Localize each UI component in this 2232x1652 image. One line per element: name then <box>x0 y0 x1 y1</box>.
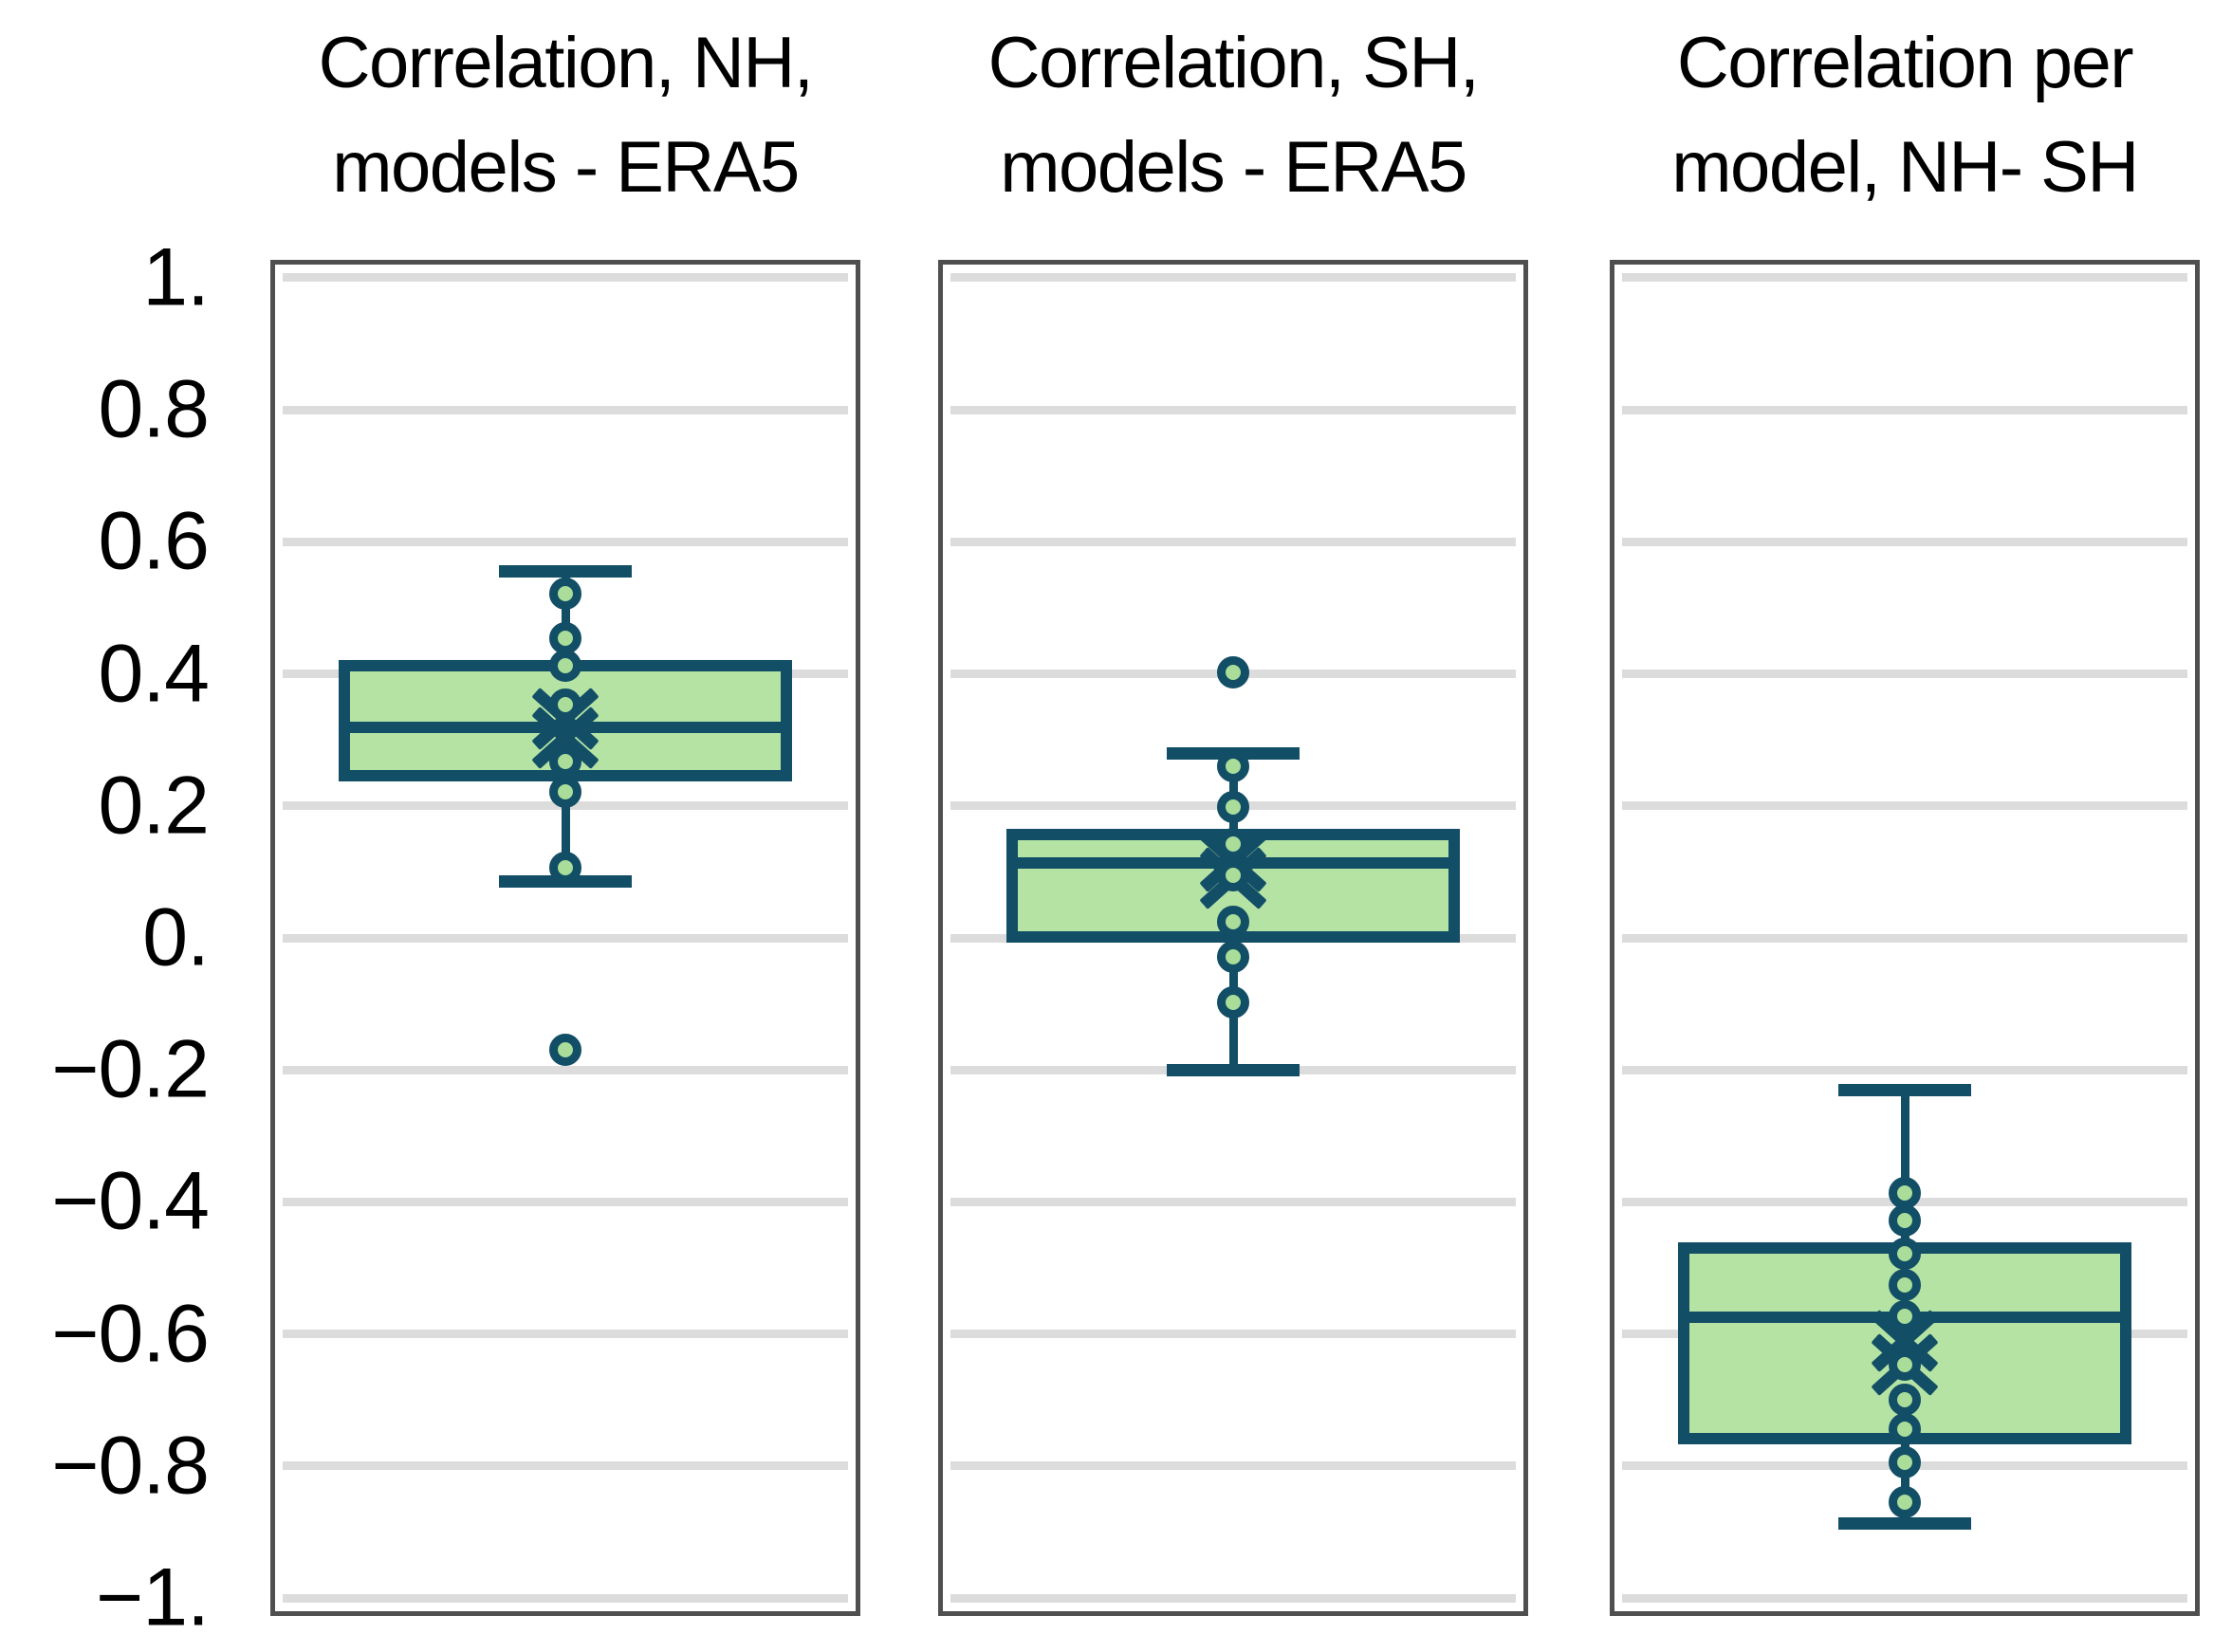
upper-whisker-cap <box>498 565 633 578</box>
model-data-point <box>1217 905 1249 938</box>
lower-whisker-line <box>561 775 570 882</box>
gridline <box>1622 933 2187 943</box>
gridline <box>1622 405 2187 414</box>
model-data-point <box>1889 1269 1921 1302</box>
panel-title-nh-line2: models - ERA5 <box>332 127 800 208</box>
model-data-point <box>1217 858 1249 891</box>
y-tick-label: −0.2 <box>51 1023 210 1115</box>
gridline <box>950 1330 1516 1339</box>
lower-whisker-line <box>1900 1438 1909 1524</box>
gridline <box>950 1197 1516 1206</box>
y-tick-label: −1. <box>96 1551 210 1643</box>
gridline <box>283 1065 848 1074</box>
gridline <box>283 933 848 943</box>
model-data-point <box>1889 1237 1921 1270</box>
gridline <box>950 405 1516 414</box>
lower-whisker-cap <box>1837 1516 1972 1530</box>
upper-whisker-cap <box>1837 1083 1972 1096</box>
model-data-point <box>1889 1485 1921 1518</box>
panel-title-permodel-line1: Correlation per <box>1676 23 2134 103</box>
panel-title-sh-line1: Correlation, SH, <box>987 23 1480 103</box>
gridline <box>1622 1065 2187 1074</box>
y-tick-label: −0.6 <box>51 1288 210 1380</box>
gridline <box>283 405 848 414</box>
gridline <box>1622 273 2187 283</box>
plot-area-sh <box>943 265 1523 1611</box>
y-tick-label: 0.2 <box>98 760 210 852</box>
gridline <box>1622 670 2187 679</box>
gridline <box>950 537 1516 546</box>
gridline <box>1622 537 2187 546</box>
gridline <box>283 537 848 546</box>
gridline <box>283 1593 848 1603</box>
gridline <box>950 1461 1516 1471</box>
model-data-point <box>1889 1445 1921 1478</box>
model-data-point <box>1217 827 1249 860</box>
gridline <box>1622 801 2187 811</box>
gridline <box>283 1461 848 1471</box>
y-tick-label: 0.8 <box>98 363 210 455</box>
model-data-point <box>549 577 581 610</box>
panel-permodel-nh-sh <box>1610 260 2200 1616</box>
model-data-point <box>1889 1412 1921 1445</box>
model-data-point <box>1889 1383 1921 1416</box>
panel-title-nh: Correlation, NH, models - ERA5 <box>270 11 860 220</box>
panel-title-sh-line2: models - ERA5 <box>1000 127 1467 208</box>
model-data-point <box>1217 750 1249 782</box>
plot-area-nh <box>275 265 856 1611</box>
model-data-point <box>1889 1348 1921 1381</box>
y-tick-label: 0. <box>142 891 210 983</box>
panel-title-permodel: Correlation per model, NH- SH <box>1610 11 2200 220</box>
y-tick-label: −0.8 <box>51 1420 210 1512</box>
panel-title-sh: Correlation, SH, models - ERA5 <box>938 11 1528 220</box>
model-data-point <box>1217 985 1249 1019</box>
upper-whisker-line <box>561 571 570 666</box>
plot-area-permodel <box>1614 265 2195 1611</box>
gridline <box>1622 1593 2187 1603</box>
model-data-point <box>1217 656 1249 689</box>
upper-whisker-line <box>1900 1090 1909 1249</box>
gridline <box>950 273 1516 283</box>
y-tick-label: −0.4 <box>51 1155 210 1247</box>
gridline <box>283 1197 848 1206</box>
panel-nh-models-era5 <box>270 260 860 1616</box>
panel-title-nh-line1: Correlation, NH, <box>318 23 814 103</box>
model-data-point <box>549 649 581 682</box>
y-axis: 1. 0.8 0.6 0.4 0.2 0. −0.2 −0.4 −0.6 −0.8 −1. <box>0 231 216 1643</box>
model-data-point <box>549 688 581 722</box>
panel-title-permodel-line2: model, NH- SH <box>1671 127 2139 208</box>
y-tick-label: 0.4 <box>98 628 210 720</box>
gridline <box>950 1593 1516 1603</box>
model-data-point <box>549 1033 581 1066</box>
y-tick-label: 1. <box>142 231 210 323</box>
gridline <box>283 1330 848 1339</box>
model-data-point <box>549 744 581 778</box>
panel-sh-models-era5 <box>938 260 1528 1616</box>
y-tick-label: 0.6 <box>98 495 210 587</box>
model-data-point <box>1889 1299 1921 1332</box>
lower-whisker-cap <box>1166 1063 1300 1076</box>
model-data-point <box>549 851 581 884</box>
model-data-point <box>1217 941 1249 974</box>
gridline <box>283 273 848 283</box>
model-data-point <box>549 775 581 808</box>
model-data-point <box>1889 1203 1921 1237</box>
model-data-point <box>1217 790 1249 823</box>
